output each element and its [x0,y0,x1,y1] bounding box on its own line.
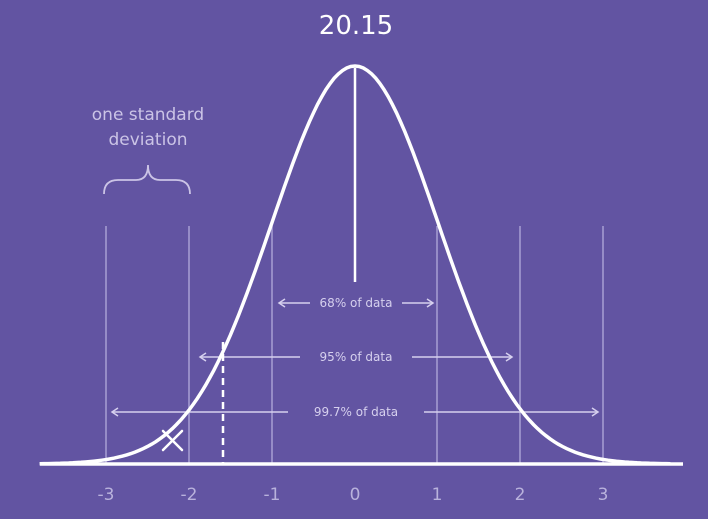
x-tick-label: -1 [264,485,281,505]
range-997-label: 99.7% of data [314,405,398,419]
range-95-label: 95% of data [320,350,393,364]
x-tick-label: 0 [350,485,361,505]
x-marker [161,429,184,452]
range-997-arrow: 99.7% of data [110,405,600,419]
x-tick-label: -3 [98,485,115,505]
range-95-arrow: 95% of data [198,350,514,364]
peak-value-label: 20.15 [319,11,393,41]
sd-caption-line1: one standard [92,105,204,125]
x-tick-label: 1 [432,485,443,505]
x-tick-label: -2 [181,485,198,505]
range-68-label: 68% of data [320,296,393,310]
x-tick-label: 3 [598,485,609,505]
x-tick-labels: -3 -2 -1 0 1 2 3 [98,485,609,505]
bell-curve [39,64,671,466]
x-tick-label: 2 [515,485,526,505]
range-68-arrow: 68% of data [277,296,435,310]
sd-guide-lines [105,226,604,463]
sd-caption-line2: deviation [108,130,187,150]
sd-brace [103,164,191,195]
